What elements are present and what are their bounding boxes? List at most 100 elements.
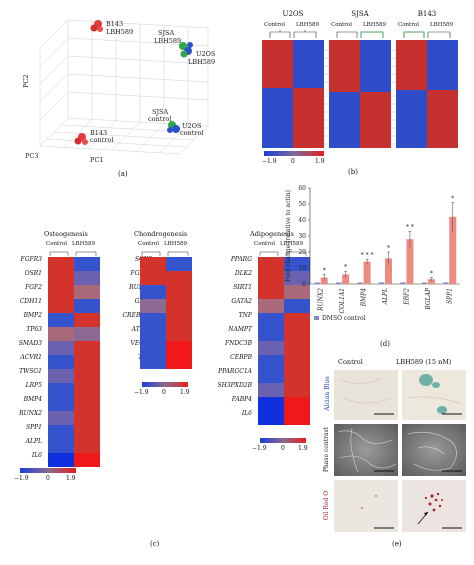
significance-mark: * [430, 271, 433, 278]
gene-label: OSR1 [25, 270, 42, 277]
bar-control [315, 282, 320, 284]
heat-cell [166, 327, 192, 341]
b-b143-lbh589: LBH589 [430, 22, 453, 28]
pca-axis-pc3: PC3 [25, 152, 38, 160]
gene-label: FNDC3B [225, 340, 252, 347]
heat-cell [74, 299, 100, 313]
pca-label-u2os-control-l2: control [180, 129, 203, 137]
heat-cell [48, 355, 74, 369]
heat-cell [166, 285, 192, 299]
heat-cell [74, 327, 100, 341]
y-tick-label: 50 [298, 201, 306, 208]
e-col-control: Control [338, 358, 363, 366]
significance-mark: * * * [361, 252, 374, 259]
y-tick-label: 30 [298, 233, 306, 240]
heat-cell [48, 285, 74, 299]
heatmap-c-title-chondrogenesis: Chondrogenesis [134, 230, 187, 238]
heat-cell [74, 355, 100, 369]
micro-oilred-lbh589 [402, 480, 466, 532]
micro-alcian-lbh589 [402, 370, 466, 420]
heat-cell [48, 341, 74, 355]
gene-label: GATA2 [231, 298, 252, 305]
gene-label: NAMPT [228, 326, 252, 333]
heat-cell [140, 257, 166, 271]
panel-label-b: (b) [348, 168, 358, 176]
heat-cell [258, 341, 284, 355]
gene-label: CDH11 [20, 298, 42, 305]
heat-cell [74, 313, 100, 327]
c-chondro-scale-min: −1.9 [134, 389, 149, 396]
gene-label: TWSG1 [19, 368, 42, 375]
c-osteo-scale-min: −1.9 [14, 475, 29, 482]
c-chondro-scale-mid: 0 [162, 389, 166, 396]
bar-control [422, 282, 427, 284]
x-tick-label: EBF2 [403, 288, 410, 306]
gene-label: PPARG [231, 256, 252, 263]
gene-label: FGF2 [25, 284, 42, 291]
pca-label-u2os-lbh589-l2: LBH589 [188, 58, 215, 66]
gene-label: SIRT1 [233, 284, 252, 291]
gene-label: TP63 [26, 326, 42, 333]
heat-cell [140, 271, 166, 285]
c-osteo-control: Control [46, 241, 67, 247]
gene-label: BMP2 [24, 312, 42, 319]
b-scale-max: 1.9 [315, 158, 325, 165]
heat-cell [258, 355, 284, 369]
heat-cell [284, 327, 310, 341]
bar-control [443, 282, 448, 284]
heat-cell [48, 299, 74, 313]
x-tick-label: BGLAP [425, 287, 432, 311]
pca-label-sjsa-lbh589-l1: SJSA [158, 29, 175, 37]
heat-cell [74, 341, 100, 355]
bar-control [358, 282, 363, 284]
pca-label-sjsa-lbh589-l2: LBH589 [154, 37, 181, 45]
fold-change-bar-chart: 0102030405060Fold change (relative to ac… [282, 180, 472, 320]
heat-cell [140, 285, 166, 299]
gene-label: FGFR3 [21, 256, 42, 263]
heat-cell [166, 313, 192, 327]
significance-mark: * [344, 264, 347, 271]
pca-label-u2os-lbh589-l1: U2OS [196, 50, 215, 58]
c-chondro-lbh589: LBH589 [164, 241, 187, 247]
b-sjsa-lbh589: LBH589 [363, 22, 386, 28]
heat-cell [166, 299, 192, 313]
panel-label-c: (c) [150, 540, 159, 548]
c-scale-bars [0, 380, 320, 500]
c-chondro-control: Control [138, 241, 159, 247]
c-adipo-scale-max: 1.9 [298, 445, 308, 452]
pca-label-b143-control-l2: control [90, 136, 113, 144]
y-axis-label: Fold change (relative to actin) [285, 190, 292, 282]
heatmap-b-title-sjsa: SJSA [329, 10, 391, 18]
heatmap-c-title-osteogenesis: Osteogenesis [44, 230, 88, 238]
gene-label: SMAD3 [19, 340, 42, 347]
legend-swatch-control [314, 316, 319, 320]
pca-axis-pc2: PC2 [22, 75, 30, 88]
heat-cell [140, 299, 166, 313]
pca-label-b143-lbh589-l2: LBH589 [106, 28, 133, 36]
heat-cell [140, 341, 166, 355]
heat-cell [166, 257, 192, 271]
b-u2os-lbh589: LBH589 [296, 22, 319, 28]
e-row-alcian: Alcian Blue [324, 376, 331, 411]
b-u2os-control: Control [264, 22, 285, 28]
pca-axis-pc1: PC1 [90, 156, 103, 164]
heat-cell [166, 341, 192, 355]
heatmap-b-title-u2os: U2OS [262, 10, 324, 18]
e-col-lbh589: LBH589 (15 nM) [396, 358, 452, 366]
gene-label: DLK2 [235, 270, 252, 277]
b-scale-min: −1.9 [262, 158, 277, 165]
heat-cell [140, 355, 166, 369]
heat-cell [258, 285, 284, 299]
c-adipo-scale-mid: 0 [281, 445, 285, 452]
bar-treated [364, 262, 371, 284]
gene-label: PPARGC1A [218, 368, 252, 375]
micrograph-grid [322, 368, 472, 534]
panel-label-d: (d) [380, 340, 390, 348]
significance-mark: * * [406, 224, 414, 231]
c-osteo-lbh589: LBH589 [72, 241, 95, 247]
y-tick-label: 40 [298, 217, 306, 224]
heat-cell [258, 327, 284, 341]
heat-cell [258, 257, 284, 271]
pca-plot: B143 LBH589 SJSA LBH589 U2OS LBH589 SJSA… [20, 8, 230, 168]
panel-label-a: (a) [118, 170, 128, 178]
